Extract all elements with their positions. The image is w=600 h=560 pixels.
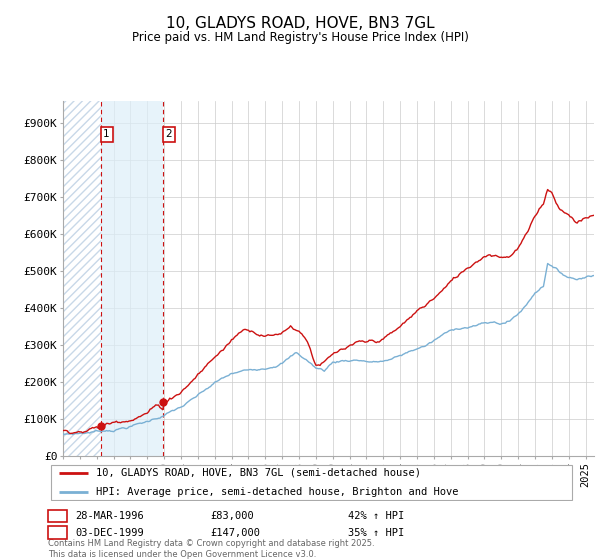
Text: HPI: Average price, semi-detached house, Brighton and Hove: HPI: Average price, semi-detached house,… — [95, 487, 458, 497]
Text: 10, GLADYS ROAD, HOVE, BN3 7GL: 10, GLADYS ROAD, HOVE, BN3 7GL — [166, 16, 434, 31]
Text: 2: 2 — [55, 528, 61, 538]
Text: 10, GLADYS ROAD, HOVE, BN3 7GL (semi-detached house): 10, GLADYS ROAD, HOVE, BN3 7GL (semi-det… — [95, 468, 421, 478]
Text: 2: 2 — [166, 129, 172, 139]
Text: 28-MAR-1996: 28-MAR-1996 — [75, 511, 144, 521]
Bar — [101, 101, 163, 456]
Text: 1: 1 — [55, 511, 61, 521]
Text: £83,000: £83,000 — [210, 511, 254, 521]
Text: Price paid vs. HM Land Registry's House Price Index (HPI): Price paid vs. HM Land Registry's House … — [131, 31, 469, 44]
Bar — [63, 101, 101, 456]
FancyBboxPatch shape — [50, 465, 572, 500]
Text: 1: 1 — [103, 129, 110, 139]
Text: 35% ↑ HPI: 35% ↑ HPI — [348, 528, 404, 538]
Text: 03-DEC-1999: 03-DEC-1999 — [75, 528, 144, 538]
Text: £147,000: £147,000 — [210, 528, 260, 538]
Text: Contains HM Land Registry data © Crown copyright and database right 2025.
This d: Contains HM Land Registry data © Crown c… — [48, 539, 374, 559]
Text: 42% ↑ HPI: 42% ↑ HPI — [348, 511, 404, 521]
